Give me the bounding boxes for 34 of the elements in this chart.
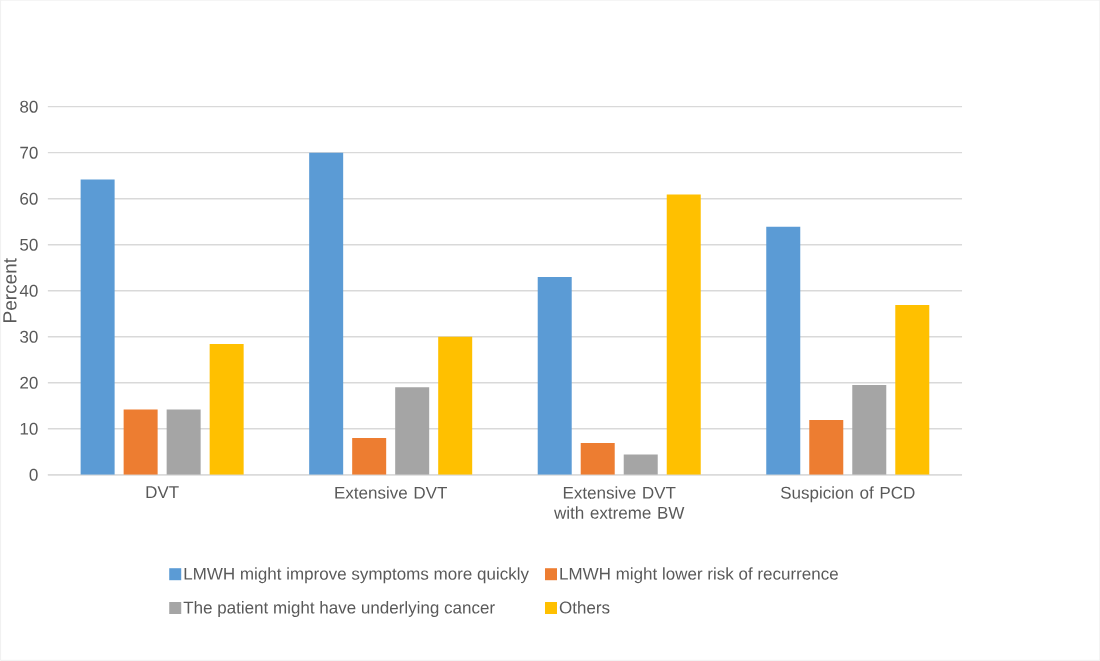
bar [80,179,115,476]
y-tick-label: 10 [20,422,38,436]
legend-label: LMWH might improve symptoms more quickly [184,567,529,584]
y-tick-label: 70 [20,146,38,159]
y-tick-label: 20 [20,376,38,390]
y-tick-label: 50 [20,238,38,251]
bar [766,227,801,476]
bar [895,305,930,476]
x-tick-label: Extensive DVT [335,486,447,500]
bar [623,454,658,476]
legend-label: Others [559,601,610,614]
y-tick-label: 0 [29,468,38,482]
bar [123,409,158,476]
bar [352,438,387,476]
x-tick-label: DVT [146,486,179,499]
bar [852,385,887,476]
y-tick-label: 40 [19,284,38,298]
bar [209,344,244,476]
y-tick-label: 30 [20,330,38,344]
y-axis-title: Percent [3,258,17,323]
y-tick-label: 80 [20,100,38,113]
bar [166,409,201,476]
bar [438,336,473,476]
y-tick-label: 60 [20,192,38,205]
bar [580,443,615,476]
bar [666,194,701,476]
x-tick-label: Suspicion of PCD [780,486,915,503]
bar [395,387,430,476]
legend-label: LMWH might lower risk of recurrence [560,567,838,584]
x-tick-label: Extensive DVT with extreme BW [554,486,685,520]
bar [309,152,344,476]
bar [809,420,844,476]
legend-label: The patient might have underlying cancer [183,601,495,618]
bar [537,277,572,476]
